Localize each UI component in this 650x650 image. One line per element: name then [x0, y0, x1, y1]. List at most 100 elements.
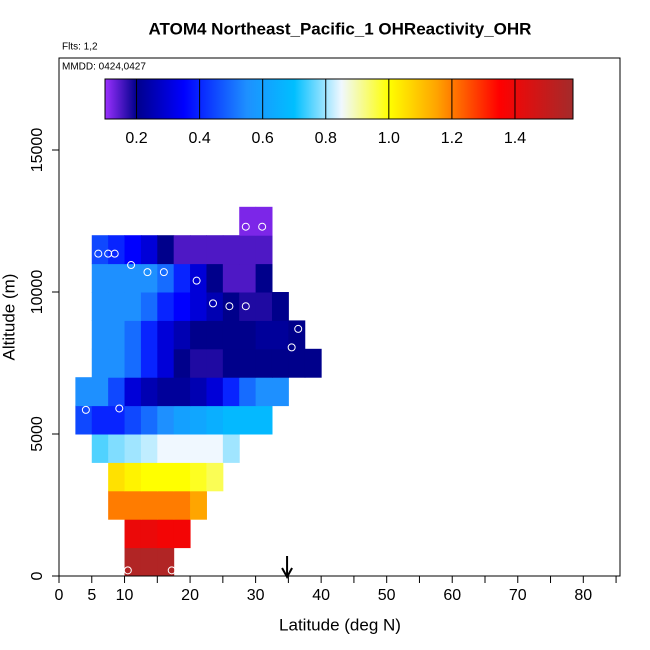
flights-label: Flts: 1,2: [62, 42, 98, 53]
heat-cell: [239, 348, 257, 378]
heat-cell: [124, 292, 142, 321]
heat-cell: [222, 348, 240, 378]
heat-cell: [91, 320, 109, 350]
heat-cell: [124, 462, 142, 492]
x-tick-label: 60: [443, 587, 461, 604]
heat-cell: [140, 377, 158, 407]
heat-cell: [140, 263, 158, 293]
heat-cell: [271, 348, 289, 378]
obs-point: [287, 343, 296, 352]
obs-point: [159, 268, 168, 277]
heat-cell: [206, 462, 224, 492]
obs-point: [127, 261, 136, 270]
y-tick-label: 0: [29, 571, 46, 580]
heat-cell: [255, 348, 273, 378]
heat-cell: [304, 348, 322, 378]
obs-point: [167, 566, 176, 575]
heat-cell: [157, 348, 175, 378]
heat-cell: [108, 377, 126, 407]
heat-cell: [239, 320, 257, 350]
colorbar: [104, 78, 574, 120]
heat-cell: [157, 519, 175, 549]
heat-cell: [140, 405, 158, 435]
heat-cell: [206, 263, 224, 293]
heat-cell: [140, 320, 158, 350]
chart-title: ATOM4 Northeast_Pacific_1 OHReactivity_O…: [149, 19, 532, 38]
obs-point: [143, 268, 152, 277]
heat-cell: [108, 235, 126, 265]
heat-cell: [157, 490, 175, 520]
obs-point: [225, 302, 234, 311]
heat-cell: [124, 519, 142, 549]
heat-cell: [124, 547, 142, 577]
heat-cell: [255, 263, 273, 293]
heat-cell: [157, 263, 175, 293]
heat-cell: [173, 519, 191, 549]
heat-cell: [124, 490, 142, 520]
obs-point: [192, 276, 201, 285]
heat-cell: [222, 263, 240, 293]
heat-cell: [108, 263, 126, 293]
heat-cell: [239, 377, 257, 407]
heat-cell: [206, 405, 224, 435]
colorbar-tick-label: 0.6: [252, 130, 274, 147]
heat-cell: [255, 320, 273, 350]
obs-point: [241, 222, 250, 231]
heat-cell: [157, 547, 175, 577]
obs-point: [115, 404, 124, 413]
heat-cell: [108, 292, 126, 321]
heat-cell: [190, 235, 207, 265]
heat-cell: [190, 434, 207, 463]
colorbar-tick-label: 1.4: [504, 130, 526, 147]
heat-cell: [271, 292, 289, 321]
obs-point: [258, 222, 267, 231]
heat-cell: [124, 377, 142, 407]
heat-cell: [288, 320, 306, 350]
heat-cell: [124, 263, 142, 293]
heat-cell: [206, 377, 224, 407]
heat-cell: [239, 206, 257, 236]
y-tick-label: 10000: [29, 270, 46, 315]
x-tick-label: 30: [247, 587, 265, 604]
heat-cell: [108, 348, 126, 378]
heat-cell: [124, 405, 142, 435]
heat-cell: [255, 292, 273, 321]
heat-cell: [190, 462, 207, 492]
heat-cell: [206, 348, 224, 378]
obs-point: [294, 324, 303, 333]
heat-cell: [91, 292, 109, 321]
obs-point: [81, 405, 90, 414]
heat-cell: [206, 434, 224, 463]
colorbar-tick-label: 0.4: [188, 130, 210, 147]
heat-cell: [206, 320, 224, 350]
heat-cell: [173, 434, 191, 463]
heat-cell: [91, 348, 109, 378]
heat-cell: [239, 263, 257, 293]
dates-label: MMDD: 0424,0427: [62, 62, 146, 73]
heat-cell: [173, 377, 191, 407]
heat-cell: [157, 377, 175, 407]
heat-cell: [157, 320, 175, 350]
heat-cell: [173, 348, 191, 378]
heat-cell: [222, 405, 240, 435]
heat-cell: [288, 348, 306, 378]
heat-cell: [91, 405, 109, 435]
colorbar-tick-label: 0.8: [315, 130, 337, 147]
heat-cell: [140, 292, 158, 321]
plot-frame: [58, 57, 621, 577]
heat-cell: [140, 348, 158, 378]
heat-cell: [222, 377, 240, 407]
heat-cell: [140, 235, 158, 265]
colorbar-tick-label: 1.2: [441, 130, 463, 147]
heat-cell: [108, 405, 126, 435]
x-tick-label: 20: [181, 587, 199, 604]
heat-cell: [157, 462, 175, 492]
heat-cell: [91, 263, 109, 293]
heat-cell: [157, 292, 175, 321]
heat-cell: [173, 263, 191, 293]
heat-cell: [190, 377, 207, 407]
x-tick-label: 80: [574, 587, 592, 604]
heat-cell: [190, 348, 207, 378]
heat-cell: [190, 292, 207, 321]
